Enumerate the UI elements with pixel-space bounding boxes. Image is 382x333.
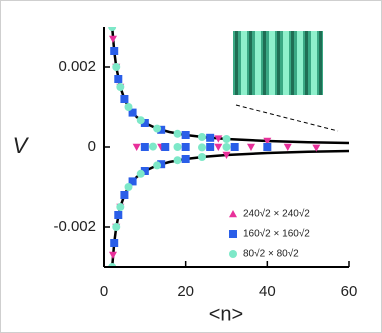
y-tick-label: 0 bbox=[88, 138, 96, 155]
data-point bbox=[263, 143, 272, 151]
data-point bbox=[114, 211, 123, 219]
data-point bbox=[124, 183, 133, 191]
data-point bbox=[140, 119, 149, 127]
data-point bbox=[206, 143, 215, 151]
x-tick-label: 40 bbox=[259, 283, 276, 300]
data-point bbox=[153, 124, 162, 133]
data-point bbox=[124, 103, 133, 111]
legend-marker bbox=[229, 250, 237, 258]
data-point bbox=[120, 191, 129, 199]
x-tick-label: 60 bbox=[341, 283, 358, 300]
y-tick-label: 0.002 bbox=[58, 58, 96, 75]
data-point bbox=[132, 143, 141, 151]
legend-label: 80√2 × 80√2 bbox=[243, 248, 299, 260]
x-tick-label: 20 bbox=[177, 283, 194, 300]
data-point bbox=[283, 143, 292, 151]
data-point bbox=[263, 137, 272, 145]
data-point bbox=[116, 83, 125, 91]
data-point bbox=[108, 251, 117, 259]
y-tick-label: -0.002 bbox=[53, 218, 96, 235]
data-point bbox=[247, 143, 255, 151]
data-point bbox=[136, 169, 145, 178]
data-point bbox=[153, 161, 162, 170]
data-point bbox=[198, 143, 206, 152]
data-point bbox=[140, 167, 149, 175]
data-point bbox=[128, 108, 137, 117]
data-point bbox=[214, 143, 223, 151]
data-point bbox=[108, 27, 117, 31]
data-point bbox=[222, 143, 231, 151]
data-point bbox=[181, 155, 190, 163]
data-point bbox=[173, 143, 182, 151]
data-point bbox=[136, 116, 145, 125]
data-point bbox=[112, 223, 121, 231]
data-point bbox=[140, 143, 149, 151]
data-point bbox=[312, 144, 321, 152]
data-point bbox=[108, 35, 117, 43]
data-point bbox=[214, 135, 223, 143]
data-point bbox=[198, 153, 206, 161]
data-point bbox=[116, 203, 125, 211]
data-point bbox=[173, 156, 182, 165]
plot-area bbox=[108, 27, 349, 267]
data-point bbox=[112, 63, 121, 71]
data-point bbox=[161, 143, 170, 151]
legend-marker bbox=[229, 210, 237, 218]
inset-image bbox=[233, 31, 323, 95]
legend-label: 240√2 × 240√2 bbox=[243, 208, 310, 220]
data-point bbox=[114, 75, 123, 83]
data-point bbox=[149, 142, 157, 151]
x-tick-label: 0 bbox=[100, 283, 108, 300]
data-point bbox=[181, 143, 190, 151]
data-point bbox=[173, 129, 182, 138]
data-point bbox=[198, 133, 206, 141]
y-axis-label: V bbox=[13, 133, 30, 158]
data-point bbox=[206, 133, 215, 142]
data-point bbox=[157, 125, 166, 134]
data-point bbox=[181, 131, 190, 139]
data-point bbox=[120, 95, 129, 103]
legend-marker bbox=[229, 230, 237, 238]
data-layer bbox=[108, 27, 349, 267]
data-point bbox=[157, 160, 166, 169]
x-axis-label: <n> bbox=[209, 303, 243, 325]
data-point bbox=[110, 47, 119, 55]
data-point bbox=[230, 143, 239, 151]
data-point bbox=[222, 151, 231, 159]
legend-label: 160√2 × 160√2 bbox=[243, 228, 310, 240]
data-point bbox=[110, 239, 119, 247]
data-point bbox=[128, 177, 137, 186]
data-point bbox=[222, 135, 231, 143]
inset-pointer bbox=[235, 104, 339, 132]
